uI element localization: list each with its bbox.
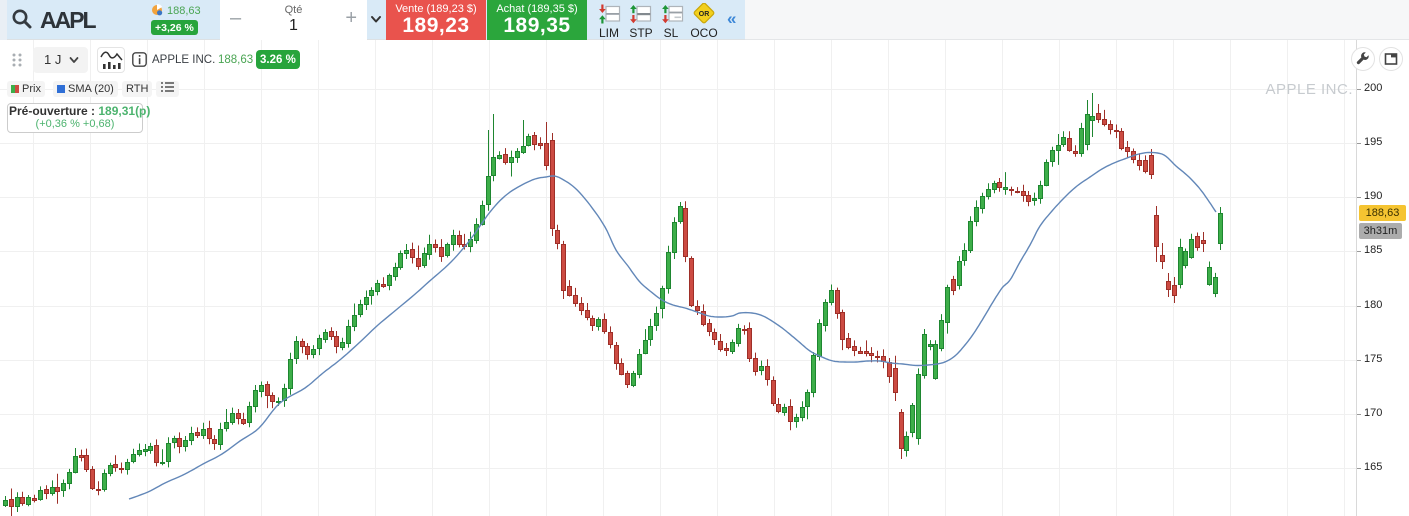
svg-text:OR: OR	[699, 11, 710, 18]
